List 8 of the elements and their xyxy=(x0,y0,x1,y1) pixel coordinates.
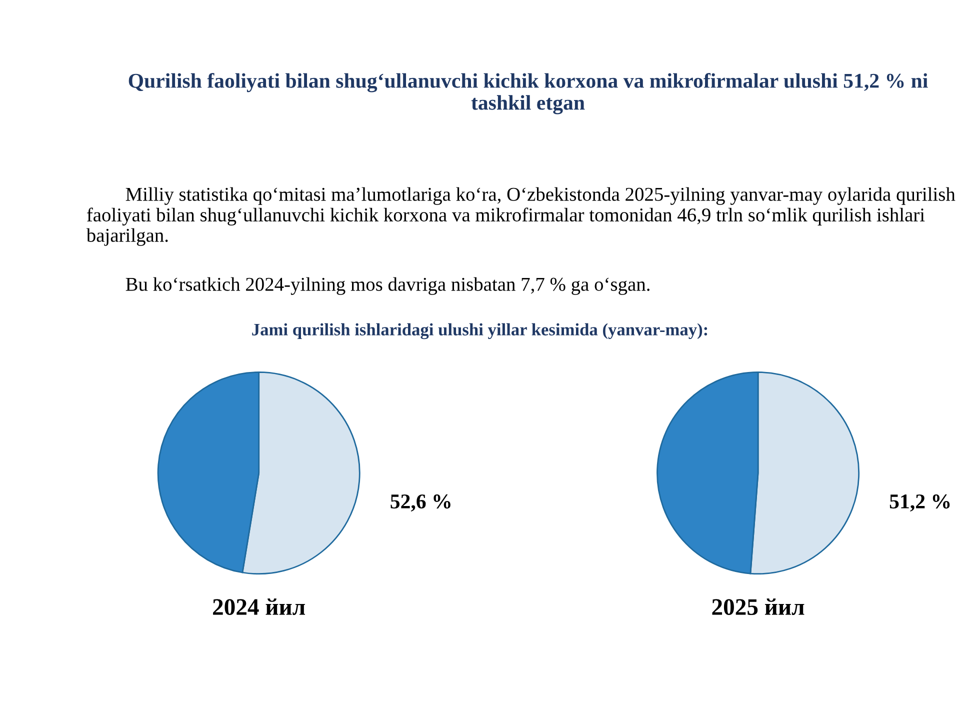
data-label: 52,6 % xyxy=(390,494,450,512)
text: Milliy statistika qo‘mitasi ma’lumotlariga ko‘ra, O‘zbekistonda 2025-yilning yanvar-may oylarida qurilish faoliyati bilan shug‘ullanuvchi kichik korxona va mikrofirmalar tomonidan 46,9 trln so‘mlik qurilish ishlari bajarilgan. xyxy=(86,187,956,246)
chart-subtitle: Jami qurilish ishlaridagi ulushi yillar kesimida (yanvar-may): xyxy=(252,323,708,340)
data-label: 51,2 % xyxy=(890,494,950,512)
text: Qurilish faoliyati bilan shug‘ullanuvchi kichik korxona va mikrofirmalar ulushi 51,2 % ni tashkil etgan xyxy=(128,72,928,114)
text: 2025 йил xyxy=(712,598,804,616)
text: 2024 йил xyxy=(213,598,306,616)
text: Bu ko‘rsatkich 2024-yilning mos davriga nisbatan 7,7 % ga o‘sgan. xyxy=(126,277,650,295)
